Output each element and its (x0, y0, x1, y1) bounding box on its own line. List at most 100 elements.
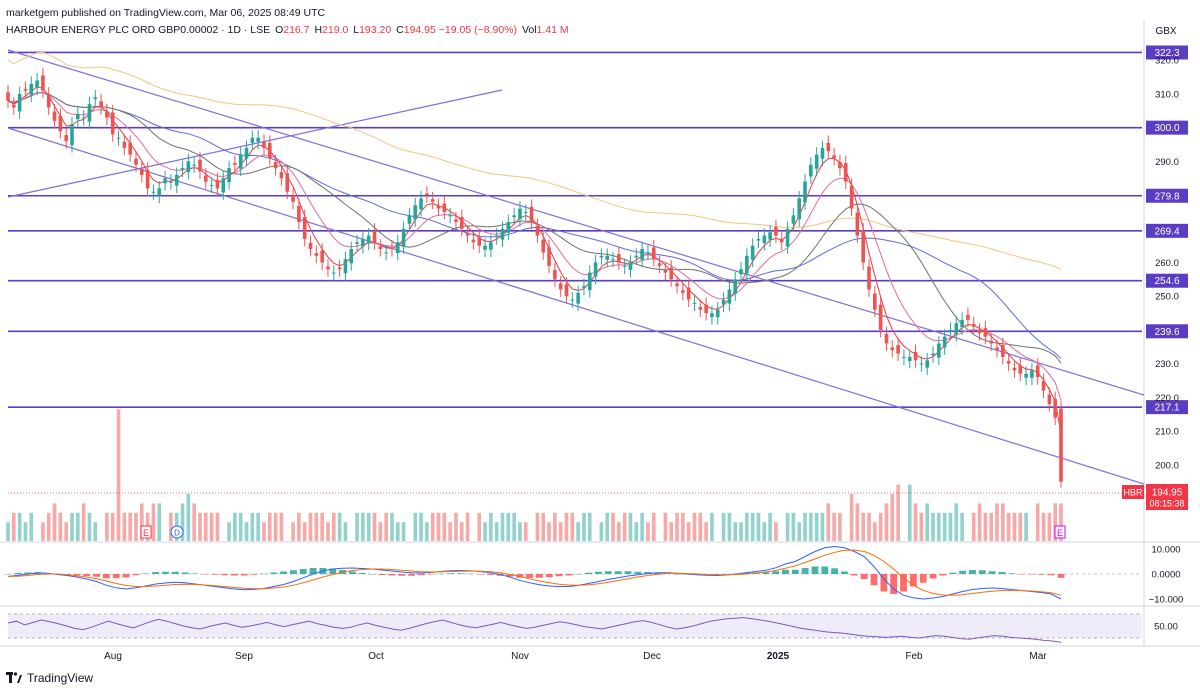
dividend-marker[interactable]: D (170, 525, 184, 539)
candle-body (721, 299, 726, 305)
level-price-tag (1146, 273, 1188, 288)
macd-histogram-bar (388, 574, 396, 576)
candle-body (1041, 381, 1046, 391)
macd-histogram-bar (880, 574, 888, 592)
candle-body (715, 309, 720, 318)
candle-body (12, 104, 16, 108)
volume-bar (477, 512, 482, 541)
currency-label[interactable]: GBX (1155, 26, 1177, 37)
candle-body (430, 199, 435, 202)
volume-bar (849, 494, 854, 541)
macd-histogram-bar (1057, 574, 1065, 578)
attribution-text: marketgem published on TradingView.com, … (6, 7, 326, 19)
volume-bar (267, 512, 272, 541)
volume-bar (326, 522, 330, 541)
volume-bar (774, 522, 778, 541)
level-price-label: 239.6 (1154, 327, 1179, 338)
time-tick-label: Dec (643, 651, 661, 662)
candle-body (838, 162, 842, 169)
volume-bar (599, 522, 604, 541)
candle-body (145, 169, 150, 189)
volume-bar (681, 512, 685, 541)
volume-bar (582, 512, 586, 541)
candle-body (180, 168, 185, 170)
price-tick-label: 250.0 (1155, 292, 1179, 303)
macd-histogram-bar (250, 574, 258, 575)
candle-body (553, 269, 557, 280)
macd-histogram-bar (1047, 574, 1055, 576)
candle-body (343, 259, 348, 274)
volume-bar (634, 522, 639, 541)
candle-body (634, 255, 639, 258)
candle-body (727, 289, 732, 304)
volume-bar (180, 503, 185, 541)
candle-body (867, 266, 871, 290)
level-price-label: 279.8 (1154, 191, 1179, 202)
candle-body (1018, 365, 1023, 374)
tradingview-branding[interactable]: TradingView (6, 671, 93, 685)
earnings-marker[interactable]: E (140, 525, 152, 539)
volume-bar (942, 512, 947, 541)
candle-body (774, 227, 778, 236)
volume-bar (622, 512, 627, 541)
candle-body (366, 235, 371, 243)
candle-body (605, 255, 610, 260)
volume-bar (913, 503, 918, 541)
volume-bar (710, 512, 714, 541)
candle-body (954, 323, 959, 334)
candle-body (6, 92, 10, 101)
candle-body (948, 329, 953, 332)
candle-body (628, 262, 633, 270)
volume-value: 1.41 M (536, 24, 569, 36)
candle-body (518, 208, 522, 220)
volume-bar (564, 512, 569, 541)
macd-histogram-bar (988, 571, 996, 574)
volume-bar (890, 494, 895, 541)
macd-histogram-bar (260, 573, 268, 575)
candle-body (169, 181, 173, 183)
candle-body (873, 293, 877, 310)
earnings-marker[interactable]: E (1054, 525, 1066, 539)
macd-histogram-bar (4, 574, 12, 575)
candle-body (326, 266, 330, 270)
level-price-tag (1146, 223, 1188, 238)
candle-body (308, 242, 313, 250)
macd-histogram-bar (624, 571, 632, 574)
candle-body (710, 313, 714, 318)
candle-body (157, 188, 162, 196)
volume-bar (983, 512, 988, 541)
candle-body (681, 290, 685, 293)
volume-bar (867, 512, 871, 541)
volume-label: Vol (521, 24, 537, 36)
candle-body (425, 193, 429, 196)
candle-body (756, 238, 761, 241)
candle-body (477, 237, 482, 246)
symbol-name[interactable]: HARBOUR ENERGY PLC ORD GBP0.00002 · 1D ·… (6, 24, 271, 36)
candle-body (1035, 365, 1040, 378)
volume-bar (954, 503, 959, 541)
candle-body (779, 239, 784, 243)
volume-bar (977, 503, 982, 541)
macd-histogram-bar (132, 574, 140, 576)
candle-body (76, 114, 80, 120)
volume-bar (279, 512, 284, 541)
volume-bar (361, 512, 365, 541)
candle-body (884, 333, 889, 344)
volume-bar (686, 522, 691, 541)
volume-bar (1041, 512, 1046, 541)
candle-body (931, 353, 935, 356)
candle-body (861, 230, 866, 263)
candle-body (878, 304, 883, 330)
time-tick-label: Sep (235, 651, 253, 662)
volume-bar (884, 503, 889, 541)
candle-body (302, 217, 307, 239)
candle-body (116, 137, 121, 139)
volume-bar (12, 512, 16, 541)
time-tick-label: Mar (1029, 651, 1047, 662)
volume-bar (64, 522, 68, 541)
macd-histogram-bar (378, 574, 386, 575)
volume-bar (250, 512, 255, 541)
volume-bar (494, 522, 499, 541)
macd-histogram-bar (201, 574, 209, 575)
